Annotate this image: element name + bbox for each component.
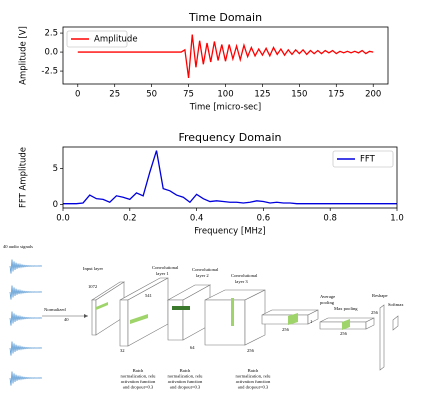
label: 256 — [371, 310, 379, 315]
kernel — [96, 302, 108, 310]
avg-side — [307, 309, 319, 325]
x-tick-label: 50 — [146, 90, 157, 100]
y-axis-label: FFT Amplitude — [19, 147, 29, 208]
data-line — [77, 34, 374, 79]
x-tick-label: 0.2 — [123, 214, 137, 224]
x-tick-label: 0.4 — [190, 214, 204, 224]
note: and dropout=0.3 — [238, 385, 269, 390]
y-tick-label: 2.5 — [44, 29, 58, 39]
label: 1 — [310, 319, 313, 324]
label: 32 — [120, 348, 125, 353]
label: 256 — [247, 348, 255, 353]
kernel — [231, 298, 234, 326]
label: Convolutional — [231, 273, 258, 278]
x-tick-label: 200 — [365, 90, 381, 100]
y-tick-label: 0 — [53, 200, 58, 210]
plot-frame — [62, 26, 389, 85]
legend-label: FFT — [360, 155, 376, 165]
softmax-box — [392, 315, 399, 331]
conv1-face — [119, 299, 129, 347]
label: 40 — [64, 317, 69, 322]
waveforms — [9, 259, 43, 386]
x-tick-label: 175 — [328, 90, 344, 100]
chart-title: Frequency Domain — [178, 131, 281, 144]
label: layer 3 — [235, 279, 248, 284]
x-axis-label: Frequency [MHz] — [194, 227, 265, 237]
label: Normalized — [44, 307, 66, 312]
waveform — [9, 371, 43, 386]
x-tick-label: 0 — [75, 90, 80, 100]
x-tick-label: 75 — [183, 90, 194, 100]
arrow-head — [84, 314, 88, 318]
label: Reshape — [372, 293, 388, 298]
x-tick-label: 1.0 — [390, 214, 404, 224]
note: and dropout=0.3 — [170, 385, 201, 390]
plot-frame — [62, 146, 398, 209]
legend-frame — [66, 30, 128, 48]
waveform — [9, 285, 43, 300]
x-tick-label: 125 — [254, 90, 270, 100]
label: Convolutional — [152, 265, 179, 270]
legend-frame — [332, 150, 394, 168]
note: activation function — [121, 379, 156, 384]
kernel — [342, 319, 350, 330]
label: pooling — [320, 300, 335, 305]
note: normalization, relu — [168, 374, 204, 380]
note: Batch — [133, 368, 144, 373]
note: normalization, relu — [121, 374, 157, 380]
x-tick-label: 0.8 — [323, 214, 337, 224]
label: 256 — [282, 327, 290, 332]
waveform — [9, 341, 43, 356]
x-tick-label: 150 — [291, 90, 307, 100]
label: layer 2 — [196, 273, 209, 278]
note: activation function — [168, 379, 203, 384]
label: 64 — [190, 345, 195, 350]
x-tick-label: 100 — [217, 90, 233, 100]
note: Batch — [248, 368, 259, 373]
y-axis-label: Amplitude [V] — [19, 26, 29, 85]
note: normalization, relu — [236, 374, 272, 380]
x-tick-label: 25 — [109, 90, 120, 100]
y-tick-label: -2.5 — [41, 67, 58, 77]
label: 256 — [340, 331, 348, 336]
label: Softmax — [388, 302, 404, 307]
label: Max pooling — [334, 306, 358, 311]
legend-label: Amplitude — [94, 35, 138, 45]
kernel — [288, 313, 298, 325]
kernel — [130, 314, 148, 324]
max-side — [365, 317, 375, 330]
label: Average — [320, 294, 335, 299]
conv3-face — [204, 299, 246, 346]
label: 1072 — [88, 284, 98, 289]
y-tick-label: 0.0 — [44, 48, 58, 58]
label: Input layer — [83, 266, 103, 271]
reshape-box — [379, 304, 385, 371]
chart-title: Time Domain — [188, 11, 262, 24]
avg-face — [261, 314, 309, 325]
architecture-diagram: 40 audio signals Input layer 1072 Normal… — [3, 244, 404, 390]
x-tick-label: 0.0 — [56, 214, 70, 224]
note: activation function — [236, 379, 271, 384]
waveform — [9, 259, 43, 274]
label: Convolutional — [192, 267, 219, 272]
conv3-side — [244, 289, 266, 346]
x-tick-label: 0.6 — [257, 214, 271, 224]
y-tick-label: 5 — [53, 164, 58, 174]
note: Batch — [180, 368, 191, 373]
input-face — [91, 299, 97, 336]
label: 541 — [145, 293, 153, 298]
kernel — [172, 306, 190, 310]
note: and dropout=0.3 — [123, 385, 154, 390]
waveform — [9, 311, 43, 326]
x-axis-label: Time [micro-sec] — [189, 103, 262, 113]
data-line — [63, 150, 397, 205]
label: layer 1 — [156, 271, 169, 276]
caption: 40 audio signals — [3, 244, 33, 249]
